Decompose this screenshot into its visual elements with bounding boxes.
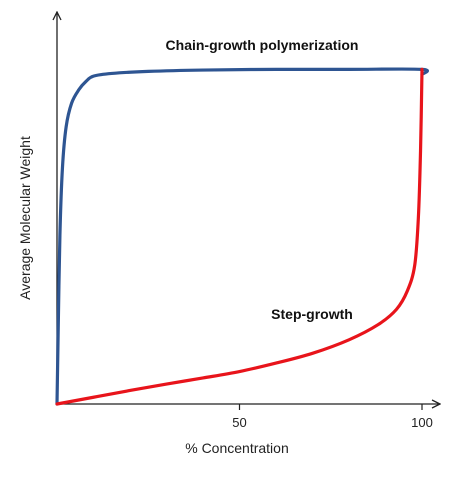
step-growth-label: Step-growth — [271, 306, 353, 322]
chain-growth-line — [55, 67, 429, 406]
series-group — [55, 67, 429, 406]
y-axis-title: Average Molecular Weight — [17, 136, 33, 300]
x-tick-label: 100 — [411, 415, 433, 430]
step-growth-line — [55, 67, 424, 406]
x-ticks: 50 100 — [232, 404, 433, 430]
chain-growth-label: Chain-growth polymerization — [166, 37, 359, 53]
x-tick-label: 50 — [232, 415, 246, 430]
x-axis-title: % Concentration — [185, 440, 289, 456]
